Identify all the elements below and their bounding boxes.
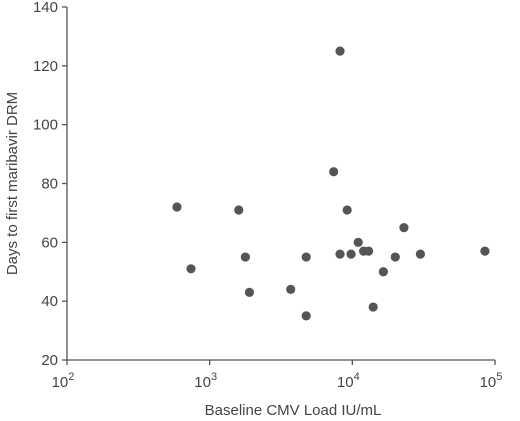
data-point (240, 252, 250, 262)
y-tick-label: 120 (33, 58, 58, 75)
data-point (329, 167, 339, 177)
data-point (368, 302, 378, 312)
data-point (480, 246, 490, 256)
y-axis-title: Days to first maribavir DRM (4, 92, 21, 275)
data-point (378, 267, 388, 277)
x-axis-ticks: 102 103 104 105 (52, 360, 503, 391)
y-tick-label: 80 (41, 176, 58, 193)
axes (66, 7, 495, 361)
data-point (286, 284, 296, 294)
data-point (301, 311, 311, 321)
data-point (335, 46, 345, 56)
x-tick-label: 105 (480, 371, 503, 391)
data-point (301, 252, 311, 262)
data-point (244, 287, 255, 297)
y-tick-label: 20 (41, 352, 58, 369)
data-point (186, 264, 196, 274)
data-point (346, 249, 356, 259)
x-tick-label: 103 (194, 371, 217, 391)
y-tick-label: 100 (33, 117, 58, 134)
data-point (390, 252, 400, 262)
data-point (335, 249, 345, 259)
y-tick-label: 60 (41, 234, 58, 251)
data-point (234, 205, 244, 215)
x-tick-label: 104 (337, 371, 360, 391)
data-point (353, 237, 363, 247)
x-axis-title: Baseline CMV Load IU/mL (205, 402, 382, 419)
y-tick-label: 140 (33, 0, 58, 16)
data-point (363, 246, 374, 256)
data-point (342, 205, 352, 215)
x-tick-label: 102 (52, 371, 75, 391)
y-axis-ticks: 20 40 60 80 100 120 140 (33, 0, 67, 369)
data-point (399, 223, 409, 233)
data-point (172, 202, 182, 212)
y-tick-label: 40 (41, 293, 58, 310)
data-point (415, 249, 426, 259)
data-points (172, 46, 490, 321)
